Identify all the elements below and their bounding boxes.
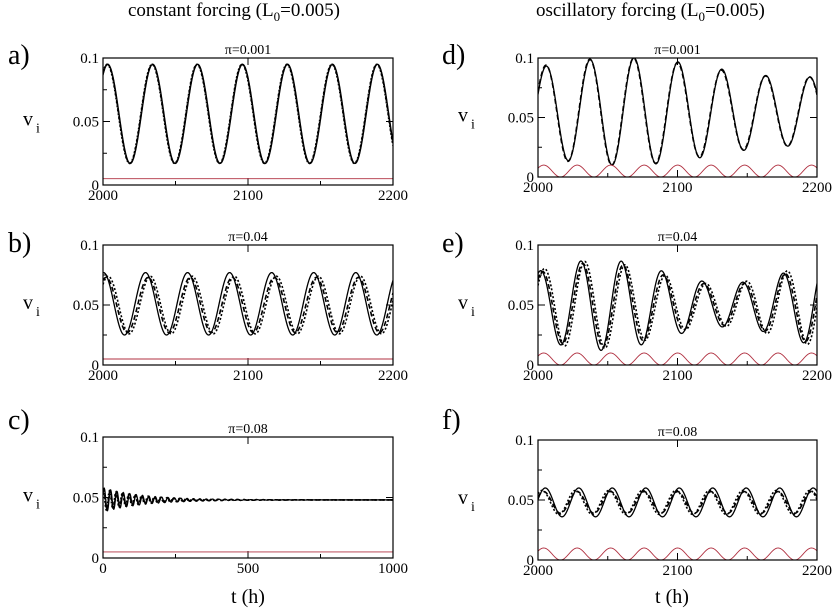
panel-d-title: π=0.001 (654, 43, 700, 58)
panel-b-xtick-label: 2000 (88, 368, 118, 384)
panel-f-series-forcing (538, 547, 817, 560)
panel-e-ylabel-sub: i (471, 305, 475, 320)
panel-a-title: π=0.001 (225, 43, 271, 58)
panel-d-xtick-label: 2200 (802, 180, 832, 196)
panel-e-title: π=0.04 (658, 230, 697, 245)
panel-d-series-dashed (538, 58, 817, 166)
panel-a-ytick-label: 0.1 (80, 51, 99, 67)
panel-c-series-dotted (103, 488, 393, 511)
column-title-right-rest: =0.005) (705, 0, 765, 21)
panel-d-ytick-label: 0.1 (515, 51, 534, 67)
panel-a-ytick-label: 0 (92, 178, 100, 194)
panel-c-xlabel: t (h) (231, 586, 265, 608)
column-title-left-text: constant forcing (L (128, 0, 274, 21)
panel-label-f: f) (442, 405, 461, 436)
panel-f-frame (537, 439, 818, 561)
panel-b-ytick-label: 0.05 (73, 298, 99, 314)
panel-a-series-dotted (103, 63, 393, 165)
panel-e-frame (537, 244, 818, 366)
panel-c-ylabel: v (23, 485, 33, 507)
panel-e-ytick-label: 0 (527, 358, 535, 374)
column-title-right-text: oscillatory forcing (L (536, 0, 699, 21)
panel-f-series-dotted (538, 489, 817, 516)
panel-label-b: b) (8, 228, 32, 259)
panel-f-xtick-label: 2000 (523, 563, 553, 579)
column-title-left-rest: =0.005) (280, 0, 340, 21)
panel-c-ytick-label: 0.1 (80, 430, 99, 446)
panel-f-ytick-label: 0.1 (515, 433, 534, 449)
panel-f-ylabel: v (458, 487, 468, 509)
panel-a-ytick-label: 0.05 (73, 115, 99, 131)
panel-e-series-forcing (538, 352, 817, 365)
panel-d-series-forcing (538, 164, 817, 177)
panel-e-xtick-label: 2200 (802, 368, 832, 384)
panel-label-e: e) (442, 228, 464, 259)
panel-label-d: d) (442, 40, 466, 71)
panel-e-series-solid (538, 260, 817, 352)
panel-f-ytick-label: 0 (527, 553, 535, 569)
panel-f-xtick-label: 2100 (663, 563, 693, 579)
panel-e-ylabel: v (458, 292, 468, 314)
panel-d-ylabel: v (458, 105, 468, 127)
panel-a-frame (102, 57, 394, 186)
panel-a-ylabel: v (23, 109, 33, 131)
column-title-right: oscillatory forcing (L0=0.005) (536, 0, 765, 25)
panel-a-xtick-label: 2000 (88, 188, 118, 204)
panel-d-ytick-label: 0 (527, 170, 535, 186)
panel-f-xtick-label: 2200 (802, 563, 832, 579)
column-title-left-sub: 0 (273, 8, 281, 24)
panel-a-xtick-label: 2100 (233, 188, 263, 204)
panel-e-series-dashed (538, 262, 817, 348)
panel-e-series-dotted (538, 260, 817, 350)
panel-b-series-solid (103, 271, 393, 336)
panel-c-xtick-label: 500 (237, 561, 260, 577)
panel-f-ytick-label: 0.05 (508, 493, 534, 509)
panel-f-series-solid (538, 487, 817, 518)
panel-b-frame (102, 244, 394, 366)
panel-b-ylabel-sub: i (36, 305, 40, 320)
panel-d-xtick-label: 2000 (523, 180, 553, 196)
panel-d-series-solid (538, 58, 817, 166)
panel-c-frame (102, 436, 394, 559)
panel-e-xtick-label: 2000 (523, 368, 553, 384)
panel-c-xtick-label: 1000 (378, 561, 408, 577)
panel-label-a: a) (8, 40, 30, 71)
panel-b-xtick-label: 2200 (378, 368, 408, 384)
panel-f-ylabel-sub: i (471, 500, 475, 515)
panel-b-series-dotted (103, 275, 393, 335)
panel-c-xtick-label: 0 (99, 561, 107, 577)
panel-f-xlabel: t (h) (655, 586, 689, 608)
column-title-right-sub: 0 (698, 8, 706, 24)
panel-d-xtick-label: 2100 (663, 180, 693, 196)
panel-b-ytick-label: 0.1 (80, 238, 99, 254)
panel-b-series-dashed (103, 276, 393, 334)
panel-e-ytick-label: 0.1 (515, 238, 534, 254)
column-title-left: constant forcing (L0=0.005) (128, 0, 340, 25)
panel-b-xtick-label: 2100 (233, 368, 263, 384)
panel-c-ytick-label: 0 (92, 551, 100, 567)
panel-d-frame (537, 57, 818, 178)
panel-c-ytick-label: 0.05 (73, 491, 99, 507)
panel-b-ylabel: v (23, 292, 33, 314)
panel-d-ylabel-sub: i (471, 118, 475, 133)
panel-a-ylabel-sub: i (36, 122, 40, 137)
panel-d-ytick-label: 0.05 (508, 111, 534, 127)
panel-a-series-dashed (103, 63, 393, 165)
panel-b-title: π=0.04 (228, 230, 267, 245)
panel-c-title: π=0.08 (228, 422, 267, 437)
panel-b-ytick-label: 0 (92, 358, 100, 374)
panel-label-c: c) (8, 405, 30, 436)
panel-c-ylabel-sub: i (36, 498, 40, 513)
panel-e-ytick-label: 0.05 (508, 298, 534, 314)
panel-a-xtick-label: 2200 (378, 188, 408, 204)
panel-e-xtick-label: 2100 (663, 368, 693, 384)
panel-f-title: π=0.08 (658, 425, 697, 440)
